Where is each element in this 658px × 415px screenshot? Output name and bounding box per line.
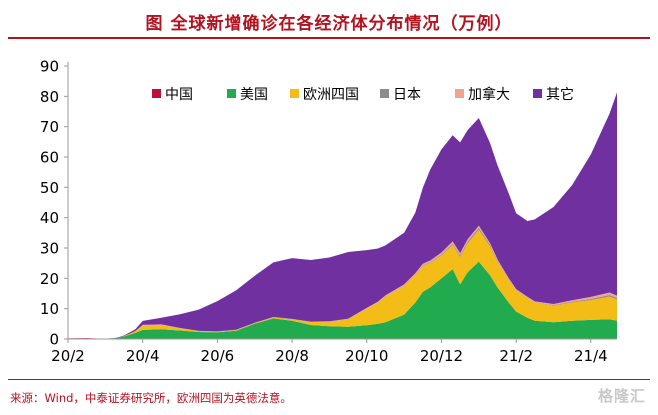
title-bar: 图 全球新增确诊在各经济体分布情况（万例）	[0, 0, 658, 44]
legend-item-4: 加拿大	[455, 86, 510, 103]
y-tick-label: 70	[40, 118, 59, 136]
axes-group: 0 10 20 30 40 50 60 70 80 90 20/2 20/4 20/6 20/8 20/10…	[40, 58, 617, 365]
x-tick-label: 20/12	[420, 347, 463, 365]
x-tick-label: 20/2	[51, 347, 85, 365]
legend-label: 欧洲四国	[303, 87, 359, 103]
legend-swatch	[455, 89, 464, 98]
area-series-2	[68, 229, 617, 339]
y-tick-label: 40	[40, 209, 59, 227]
legend-label: 中国	[165, 87, 193, 103]
legend-label: 其它	[546, 86, 574, 103]
legend-item-5: 其它	[533, 86, 574, 103]
legend: 中国 美国 欧洲四国 日本 加拿大 其它	[152, 86, 574, 103]
y-tick-label: 0	[49, 331, 59, 349]
legend-swatch	[533, 89, 542, 98]
legend-item-0: 中国	[152, 87, 193, 103]
y-tick-label: 90	[40, 58, 59, 76]
watermark-logo: 格隆汇	[597, 387, 646, 405]
legend-swatch	[380, 89, 389, 98]
title-underline	[8, 37, 650, 39]
area-series-1	[68, 261, 617, 339]
legend-swatch	[290, 89, 299, 98]
legend-label: 美国	[240, 87, 268, 103]
chart-title: 图 全球新增确诊在各经济体分布情况（万例）	[145, 14, 513, 34]
area-series-group	[68, 92, 617, 339]
legend-item-3: 日本	[380, 87, 421, 103]
legend-label: 日本	[393, 87, 421, 103]
x-tick-label: 21/2	[499, 347, 533, 365]
area-series-5	[68, 92, 617, 339]
y-tick-label: 30	[40, 240, 59, 258]
legend-label: 加拿大	[468, 86, 510, 103]
y-tick-label: 50	[40, 179, 59, 197]
x-tick-label: 20/4	[126, 347, 160, 365]
source-note: 来源：Wind，中泰证券研究所，欧洲四国为英德法意。	[10, 391, 292, 405]
x-tick-label: 20/10	[345, 347, 388, 365]
x-tick-label: 20/6	[201, 347, 235, 365]
footer-rule	[8, 379, 650, 380]
y-tick-label: 20	[40, 270, 59, 288]
legend-swatch	[152, 89, 161, 98]
x-tick-label: 21/4	[574, 347, 608, 365]
legend-swatch	[227, 89, 236, 98]
legend-item-2: 欧洲四国	[290, 87, 359, 103]
x-tick-label: 20/8	[275, 347, 309, 365]
y-tick-label: 80	[40, 88, 59, 106]
y-tick-label: 60	[40, 149, 59, 167]
y-tick-label: 10	[40, 300, 59, 318]
legend-item-1: 美国	[227, 87, 268, 103]
